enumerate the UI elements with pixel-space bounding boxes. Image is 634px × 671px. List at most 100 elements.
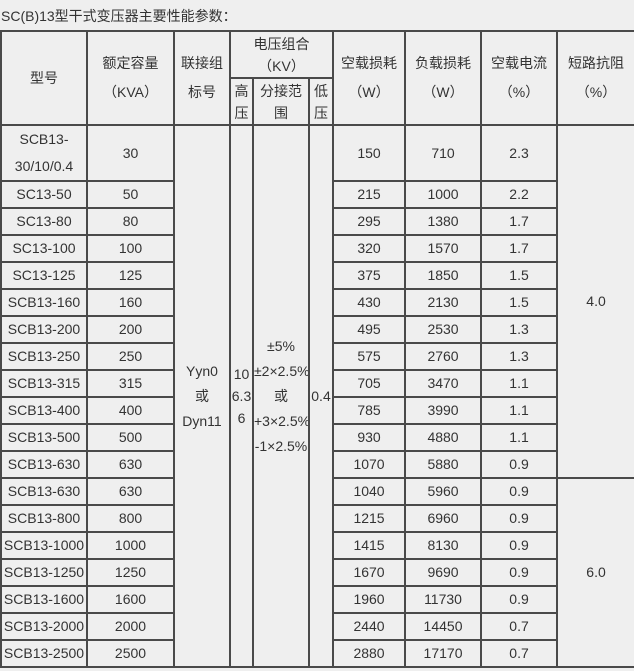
text-line: 联接组 <box>181 55 223 71</box>
load-loss-cell: 1380 <box>404 207 483 236</box>
table-row: SCB13-160 160 430 2130 1.5 <box>0 288 634 317</box>
text-line: SCB13- <box>19 131 69 147</box>
load-loss-cell: 1000 <box>404 180 483 209</box>
text-line: 低 <box>314 82 328 99</box>
table-row: SCB13-200 200 495 2530 1.3 <box>0 315 634 344</box>
no-load-loss-cell: 705 <box>332 369 407 398</box>
capacity-cell: 1250 <box>86 558 175 587</box>
table-row: SCB13-1000 1000 1415 8130 0.9 <box>0 531 634 560</box>
capacity-cell: 500 <box>86 423 175 452</box>
table-row: SC13-100 100 320 1570 1.7 <box>0 234 634 263</box>
low-voltage-cell: 0.4 <box>307 124 335 668</box>
spec-table: 型号 额定容量 （KVA） 联接组 标号 电压组合 （KV） 空载损耗 （W） 负载损耗… <box>0 30 634 668</box>
capacity-cell: 80 <box>86 207 175 236</box>
table-row: SCB13-315 315 705 3470 1.1 <box>0 369 634 398</box>
connection-group-cell: Yyn0 或 Dyn11 <box>173 124 231 668</box>
text-line: 或 <box>195 387 209 404</box>
capacity-cell: 630 <box>86 477 175 506</box>
header-load-loss: 负载损耗 （W） <box>404 30 483 126</box>
load-loss-cell: 2130 <box>404 288 483 317</box>
text-line: ±2×2.5% <box>254 362 309 379</box>
model-cell: SCB13-250 <box>0 342 88 371</box>
text-line: 电压组合 <box>253 35 310 52</box>
text-line: 空载损耗 <box>341 55 398 71</box>
capacity-cell: 1600 <box>86 585 175 614</box>
model-cell: SC13-125 <box>0 261 88 290</box>
no-load-loss-cell: 215 <box>332 180 407 209</box>
header-model: 型号 <box>0 30 88 126</box>
tap-range-cell: ±5% ±2×2.5% 或 +3×2.5% -1×2.5% <box>252 124 310 668</box>
model-cell: SC13-50 <box>0 180 88 209</box>
text-line: （KV） <box>258 57 305 74</box>
model-cell: SCB13-2000 <box>0 612 88 641</box>
model-cell: SCB13-1600 <box>0 585 88 614</box>
capacity-cell: 160 <box>86 288 175 317</box>
table-row: SC13-50 50 215 1000 2.2 <box>0 180 634 209</box>
header-no-load-loss: 空载损耗 （W） <box>332 30 407 126</box>
text-line: ±5% <box>267 337 295 354</box>
capacity-cell: 315 <box>86 369 175 398</box>
table-row: SCB13-630 630 1070 5880 0.9 <box>0 450 634 479</box>
model-cell: SC13-100 <box>0 234 88 263</box>
table-row: SCB13-500 500 930 4880 1.1 <box>0 423 634 452</box>
model-cell: SCB13-630 <box>0 450 88 479</box>
text-line: （KVA） <box>103 84 158 100</box>
table-row: SCB13-2500 2500 2880 17170 0.7 <box>0 639 634 668</box>
load-loss-cell: 8130 <box>404 531 483 560</box>
header-connection-group: 联接组 标号 <box>173 30 231 126</box>
text-line: 围 <box>274 104 288 121</box>
capacity-cell: 100 <box>86 234 175 263</box>
text-line: 压 <box>234 104 249 121</box>
table-body: SCB13- 30/10/0.4 30 Yyn0 或 Dyn11 10 6.3 6 ±5%… <box>0 124 634 668</box>
model-cell: SCB13-500 <box>0 423 88 452</box>
header-tap-range: 分接范围 <box>252 77 310 126</box>
text-line: Dyn11 <box>182 412 222 429</box>
text-line: （%） <box>575 84 617 100</box>
table-row: SCB13- 30/10/0.4 30 Yyn0 或 Dyn11 10 6.3 6 ±5%… <box>0 124 634 668</box>
table-row: SCB13-250 250 575 2760 1.3 <box>0 342 634 371</box>
no-load-current-cell: 0.9 <box>480 477 559 506</box>
no-load-loss-cell: 375 <box>332 261 407 290</box>
no-load-loss-cell: 430 <box>332 288 407 317</box>
model-cell: SCB13-200 <box>0 315 88 344</box>
header-voltage-combo: 电压组合 （KV） <box>228 30 335 79</box>
no-load-current-cell: 2.2 <box>480 180 559 209</box>
table-row: SCB13-1250 1250 1670 9690 0.9 <box>0 558 634 587</box>
text-line: 压 <box>314 104 328 121</box>
text-line: （W） <box>348 84 390 100</box>
no-load-loss-cell: 495 <box>332 315 407 344</box>
text-line: 高 <box>234 82 249 99</box>
no-load-loss-cell: 1215 <box>332 504 407 533</box>
page-title: SC(B)13型干式变压器主要性能参数： <box>1 8 237 24</box>
impedance-cell: 4.0 <box>556 124 634 479</box>
no-load-loss-cell: 575 <box>332 342 407 371</box>
load-loss-cell: 710 <box>404 124 483 182</box>
text-line: +3×2.5% <box>254 412 309 429</box>
no-load-current-cell: 1.7 <box>480 234 559 263</box>
load-loss-cell: 3470 <box>404 369 483 398</box>
no-load-loss-cell: 785 <box>332 396 407 425</box>
text-line: 30/10/0.4 <box>14 158 74 174</box>
load-loss-cell: 3990 <box>404 396 483 425</box>
load-loss-cell: 1850 <box>404 261 483 290</box>
capacity-cell: 2500 <box>86 639 175 668</box>
no-load-current-cell: 1.1 <box>480 423 559 452</box>
table-row: SCB13-400 400 785 3990 1.1 <box>0 396 634 425</box>
no-load-loss-cell: 2880 <box>332 639 407 668</box>
high-voltage-cell: 10 6.3 6 <box>229 124 254 668</box>
capacity-cell: 800 <box>86 504 175 533</box>
header-no-load-current: 空载电流 （%） <box>480 30 559 126</box>
model-cell: SCB13-630 <box>0 477 88 506</box>
text-line: 6.3 <box>231 388 252 404</box>
no-load-current-cell: 0.9 <box>480 558 559 587</box>
model-cell: SCB13-1000 <box>0 531 88 560</box>
no-load-current-cell: 1.3 <box>480 342 559 371</box>
no-load-loss-cell: 320 <box>332 234 407 263</box>
text-line: -1×2.5% <box>254 437 308 454</box>
no-load-current-cell: 1.1 <box>480 396 559 425</box>
load-loss-cell: 2530 <box>404 315 483 344</box>
text-line: 空载电流 <box>491 55 548 71</box>
load-loss-cell: 14450 <box>404 612 483 641</box>
header-impedance: 短路抗阻 （%） <box>556 30 634 126</box>
load-loss-cell: 6960 <box>404 504 483 533</box>
